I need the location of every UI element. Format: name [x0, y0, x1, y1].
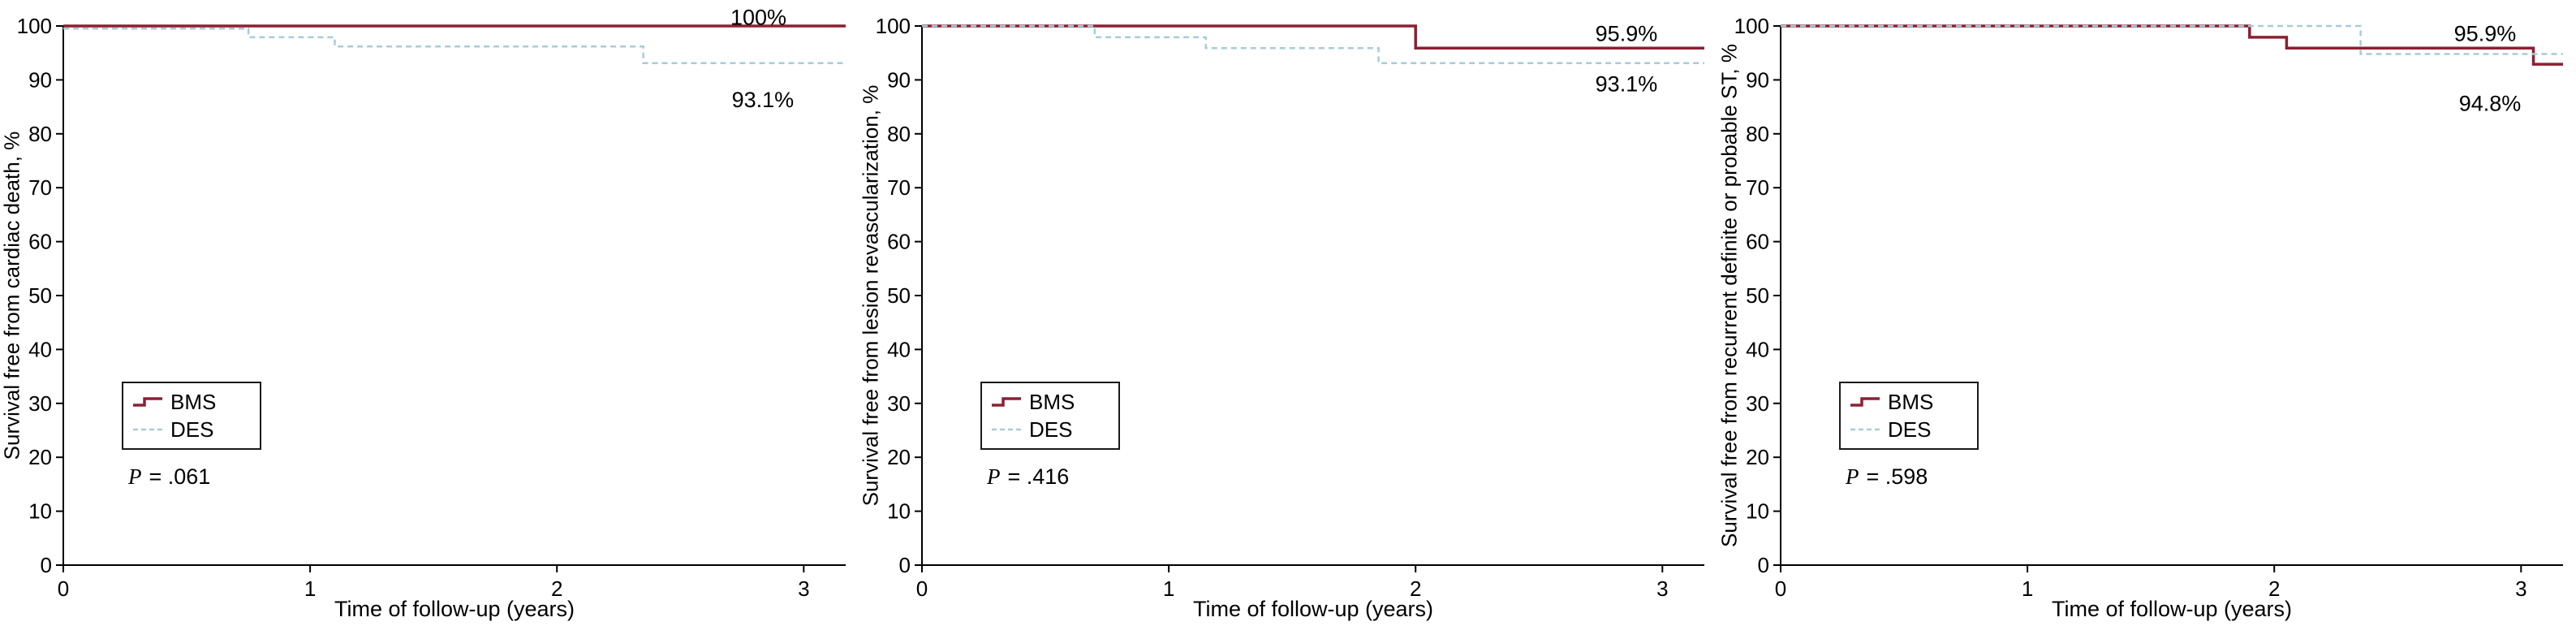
legend-label-bms: BMS — [1888, 389, 1934, 414]
y-tick-label: 90 — [1746, 67, 1769, 92]
y-tick-label: 70 — [887, 175, 911, 200]
curve-end-label: 93.1% — [1596, 72, 1658, 97]
panel-stent-thrombosis: 0 10 20 30 40 50 60 70 80 90 100 0 1 2 3 95.9% 94.8% Sur… — [1717, 0, 2576, 626]
y-tick-label: 70 — [28, 175, 52, 200]
bms-curve — [922, 24, 1704, 50]
y-tick-label: 60 — [887, 230, 911, 254]
y-tick-label: 0 — [41, 553, 52, 577]
y-tick-label: 40 — [28, 337, 52, 361]
des-line-swatch — [990, 422, 1023, 437]
curve-end-label: 100% — [730, 5, 786, 29]
y-tick-label: 10 — [887, 499, 911, 524]
y-tick-label: 90 — [28, 67, 52, 92]
legend-item-des: DES — [131, 417, 248, 442]
y-tick-label: 100 — [876, 14, 911, 38]
legend-item-bms: BMS — [990, 390, 1107, 414]
x-tick-label: 1 — [2022, 576, 2033, 601]
legend-item-des: DES — [990, 417, 1107, 442]
des-curve — [63, 28, 846, 65]
legend-label-bms: BMS — [1029, 389, 1075, 414]
y-tick-label: 80 — [1746, 122, 1769, 146]
curve-end-label: 95.9% — [2454, 21, 2517, 45]
p-symbol: P — [128, 464, 142, 489]
legend-item-bms: BMS — [131, 390, 248, 414]
y-tick-label: 30 — [887, 391, 911, 416]
x-axis-label: Time of follow-up (years) — [2051, 597, 2293, 621]
legend-item-bms: BMS — [1849, 390, 1966, 414]
p-number: = .061 — [149, 464, 211, 489]
des-line-swatch — [131, 422, 164, 437]
bms-line-swatch — [1849, 395, 1881, 409]
p-number: = .416 — [1007, 464, 1070, 489]
p-number: = .598 — [1866, 464, 1928, 489]
y-tick-label: 70 — [1746, 175, 1769, 200]
y-tick-label: 40 — [887, 337, 911, 361]
survival-plot-lesion-revascularization: 0 10 20 30 40 50 60 70 80 90 100 0 1 2 3 95.9% 93.1% — [876, 14, 1704, 601]
y-tick-label: 100 — [1734, 14, 1769, 38]
x-tick-label: 3 — [1656, 576, 1668, 601]
survival-plot-cardiac-death: 0 10 20 30 40 50 60 70 80 90 100 0 1 2 3 100% 93.1% — [17, 5, 846, 601]
legend: BMS DES — [122, 382, 261, 450]
x-tick-label: 0 — [916, 576, 928, 601]
y-tick-label: 80 — [887, 122, 911, 146]
p-symbol: P — [1846, 464, 1859, 489]
x-axis-label: Time of follow-up (years) — [1192, 597, 1434, 621]
p-value-text: P = .061 — [128, 464, 210, 490]
legend-label-des: DES — [1888, 417, 1932, 442]
y-tick-label: 60 — [1746, 230, 1769, 254]
y-tick-label: 90 — [887, 67, 911, 92]
legend-label-des: DES — [1029, 417, 1073, 442]
y-tick-label: 20 — [887, 445, 911, 469]
panel-lesion-revascularization: 0 10 20 30 40 50 60 70 80 90 100 0 1 2 3 95.9% 93.1% Sur… — [859, 0, 1717, 626]
panel-cardiac-death: 0 10 20 30 40 50 60 70 80 90 100 0 1 2 3 100% 93.1% Surv… — [0, 0, 859, 626]
curve-end-label: 94.8% — [2459, 92, 2522, 116]
x-tick-label: 1 — [304, 576, 316, 601]
y-tick-label: 50 — [887, 283, 911, 308]
legend: BMS DES — [1839, 382, 1979, 450]
legend-item-des: DES — [1849, 417, 1966, 442]
y-tick-label: 30 — [28, 391, 52, 416]
y-tick-label: 40 — [1746, 337, 1769, 361]
y-axis-label: Survival free from recurrent definite or… — [1717, 44, 1742, 547]
y-tick-label: 0 — [1758, 553, 1769, 577]
y-tick-label: 50 — [1746, 283, 1769, 308]
x-tick-label: 2 — [1410, 576, 1421, 601]
legend: BMS DES — [980, 382, 1120, 450]
x-axis-label: Time of follow-up (years) — [334, 597, 575, 621]
x-tick-label: 0 — [1775, 576, 1786, 601]
y-axis-label: Survival free from lesion revascularizat… — [858, 84, 883, 507]
y-tick-label: 30 — [1746, 391, 1769, 416]
p-symbol: P — [987, 464, 1001, 489]
bms-curve — [1781, 24, 2563, 66]
bms-line-swatch — [131, 395, 164, 409]
x-tick-label: 0 — [58, 576, 69, 601]
x-tick-label: 3 — [798, 576, 809, 601]
y-tick-label: 50 — [28, 283, 52, 308]
p-value-text: P = .598 — [1846, 464, 1928, 490]
des-curve — [1781, 24, 2563, 55]
y-tick-label: 80 — [28, 122, 52, 146]
des-line-swatch — [1849, 422, 1881, 437]
p-value-text: P = .416 — [987, 464, 1069, 490]
y-tick-label: 60 — [28, 230, 52, 254]
x-tick-label: 2 — [551, 576, 562, 601]
y-tick-label: 10 — [28, 499, 52, 524]
des-curve — [922, 24, 1704, 65]
y-tick-label: 20 — [28, 445, 52, 469]
y-tick-label: 100 — [17, 14, 52, 38]
curve-end-label: 95.9% — [1596, 21, 1658, 45]
survival-plot-stent-thrombosis: 0 10 20 30 40 50 60 70 80 90 100 0 1 2 3 95.9% 94.8% — [1734, 14, 2563, 601]
legend-label-bms: BMS — [170, 389, 217, 414]
bms-line-swatch — [990, 395, 1023, 409]
x-tick-label: 3 — [2515, 576, 2526, 601]
curve-end-label: 93.1% — [732, 88, 795, 112]
y-tick-label: 20 — [1746, 445, 1769, 469]
y-tick-label: 10 — [1746, 499, 1769, 524]
x-tick-label: 2 — [2268, 576, 2280, 601]
x-tick-label: 1 — [1163, 576, 1174, 601]
y-tick-label: 0 — [899, 553, 911, 577]
y-axis-label: Survival free from cardiac death, % — [0, 131, 24, 460]
legend-label-des: DES — [170, 417, 214, 442]
